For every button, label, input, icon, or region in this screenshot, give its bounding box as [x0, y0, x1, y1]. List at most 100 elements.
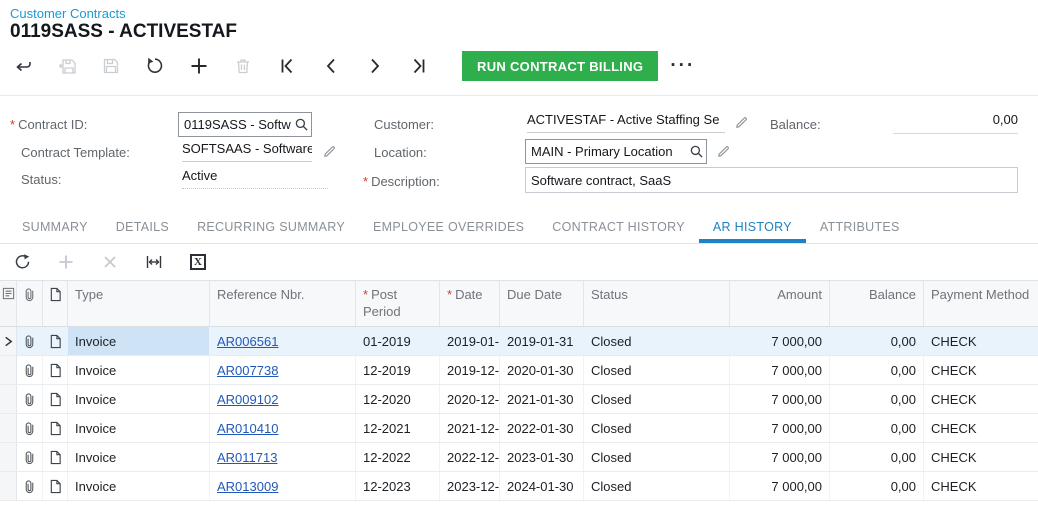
cell-reference[interactable]: AR009102 — [210, 385, 356, 413]
row-document-cell[interactable] — [43, 327, 68, 355]
row-selector-cell[interactable] — [0, 327, 17, 355]
reference-link[interactable]: AR011713 — [217, 449, 278, 465]
breadcrumb[interactable]: Customer Contracts — [10, 6, 126, 21]
cell-date[interactable]: 2019-12- — [440, 356, 500, 384]
cell-type[interactable]: Invoice — [68, 472, 210, 500]
cell-amount[interactable]: 7 000,00 — [730, 472, 830, 500]
location-input[interactable]: MAIN - Primary Location — [525, 139, 707, 164]
grid-add-row-button[interactable] — [52, 248, 80, 276]
cell-status[interactable]: Closed — [584, 385, 730, 413]
tab-ar-history[interactable]: AR HISTORY — [699, 211, 806, 243]
cell-payment-method[interactable]: CHECK — [931, 362, 977, 378]
cell-due-date[interactable]: 2019-01-31 — [500, 327, 584, 355]
cell-payment-method[interactable]: CHECK — [931, 391, 977, 407]
row-document-cell[interactable] — [43, 443, 68, 471]
table-row[interactable]: Invoice AR013009 12-2023 2023-12- 2024-0… — [0, 472, 1038, 501]
cell-balance[interactable]: 0,00 — [830, 385, 924, 413]
reference-link[interactable]: AR007738 — [217, 362, 279, 378]
column-header-reference[interactable]: Reference Nbr. — [210, 281, 356, 326]
cell-status[interactable]: Closed — [584, 356, 730, 384]
cell-reference[interactable]: AR011713 — [210, 443, 356, 471]
cell-due-date[interactable]: 2022-01-30 — [500, 414, 584, 442]
go-next-button[interactable] — [360, 51, 390, 81]
save-and-close-button[interactable] — [52, 51, 82, 81]
reference-link[interactable]: AR010410 — [217, 420, 279, 436]
row-document-cell[interactable] — [43, 385, 68, 413]
location-lookup-button[interactable] — [686, 144, 706, 159]
cell-balance[interactable]: 0,00 — [830, 472, 924, 500]
customer-value[interactable]: ACTIVESTAF - Active Staffing Se — [527, 112, 725, 133]
undo-button[interactable] — [140, 51, 170, 81]
cell-payment-method[interactable]: CHECK — [931, 333, 977, 349]
run-contract-billing-button[interactable]: RUN CONTRACT BILLING — [462, 51, 659, 81]
row-attachment-cell[interactable] — [17, 472, 43, 500]
cell-due-date[interactable]: 2021-01-30 — [500, 385, 584, 413]
reference-link[interactable]: AR006561 — [217, 333, 279, 349]
cell-post-period[interactable]: 12-2023 — [356, 472, 440, 500]
cell-balance[interactable]: 0,00 — [830, 443, 924, 471]
cell-amount[interactable]: 7 000,00 — [730, 443, 830, 471]
cell-status[interactable]: Closed — [584, 443, 730, 471]
cell-status[interactable]: Closed — [584, 472, 730, 500]
go-back-button[interactable] — [8, 51, 38, 81]
cell-balance[interactable]: 0,00 — [830, 414, 924, 442]
cell-post-period[interactable]: 01-2019 — [356, 327, 440, 355]
tab-attributes[interactable]: ATTRIBUTES — [819, 220, 900, 234]
column-header-payment-method[interactable]: Payment Method — [931, 287, 1030, 302]
row-selector-cell[interactable] — [0, 414, 17, 442]
more-actions-button[interactable]: ··· — [670, 55, 696, 76]
cell-due-date[interactable]: 2020-01-30 — [500, 356, 584, 384]
contract-template-edit-button[interactable] — [320, 142, 338, 160]
tab-details[interactable]: DETAILS — [115, 220, 170, 234]
cell-status[interactable]: Closed — [584, 327, 730, 355]
save-button[interactable] — [96, 51, 126, 81]
contract-id-input[interactable]: 0119SASS - Software — [178, 112, 312, 137]
cell-post-period[interactable]: 12-2022 — [356, 443, 440, 471]
cell-type[interactable]: Invoice — [68, 327, 210, 355]
cell-amount[interactable]: 7 000,00 — [730, 327, 830, 355]
delete-button[interactable] — [228, 51, 258, 81]
cell-due-date[interactable]: 2023-01-30 — [500, 443, 584, 471]
tab-contract-history[interactable]: CONTRACT HISTORY — [552, 220, 685, 234]
column-header-status[interactable]: Status — [584, 281, 730, 326]
cell-type[interactable]: Invoice — [68, 356, 210, 384]
row-selector-cell[interactable] — [0, 472, 17, 500]
cell-payment-method[interactable]: CHECK — [931, 478, 977, 494]
column-header-balance[interactable]: Balance — [830, 281, 924, 326]
cell-date[interactable]: 2020-12- — [440, 385, 500, 413]
contract-template-value[interactable]: SOFTSAAS - Software c — [182, 141, 312, 162]
cell-type[interactable]: Invoice — [68, 414, 210, 442]
row-selector-cell[interactable] — [0, 443, 17, 471]
reference-link[interactable]: AR013009 — [217, 478, 279, 494]
tab-recurring-summary[interactable]: RECURRING SUMMARY — [197, 220, 345, 234]
row-selector-cell[interactable] — [0, 356, 17, 384]
go-last-button[interactable] — [404, 51, 434, 81]
cell-payment-method[interactable]: CHECK — [931, 449, 977, 465]
grid-refresh-button[interactable] — [8, 248, 36, 276]
contract-id-lookup-button[interactable] — [291, 117, 311, 132]
table-row[interactable]: Invoice AR006561 01-2019 2019-01- 2019-0… — [0, 327, 1038, 356]
column-header-type[interactable]: Type — [68, 281, 210, 326]
row-attachment-cell[interactable] — [17, 327, 43, 355]
cell-post-period[interactable]: 12-2020 — [356, 385, 440, 413]
cell-type[interactable]: Invoice — [68, 385, 210, 413]
table-row[interactable]: Invoice AR010410 12-2021 2021-12- 2022-0… — [0, 414, 1038, 443]
table-row[interactable]: Invoice AR007738 12-2019 2019-12- 2020-0… — [0, 356, 1038, 385]
row-document-cell[interactable] — [43, 414, 68, 442]
export-excel-button[interactable]: X — [184, 248, 212, 276]
row-attachment-cell[interactable] — [17, 356, 43, 384]
cell-status[interactable]: Closed — [584, 414, 730, 442]
reference-link[interactable]: AR009102 — [217, 391, 279, 407]
row-attachment-cell[interactable] — [17, 385, 43, 413]
cell-reference[interactable]: AR007738 — [210, 356, 356, 384]
cell-reference[interactable]: AR010410 — [210, 414, 356, 442]
table-row[interactable]: Invoice AR009102 12-2020 2020-12- 2021-0… — [0, 385, 1038, 414]
cell-amount[interactable]: 7 000,00 — [730, 385, 830, 413]
column-header-date[interactable]: * Date — [440, 281, 500, 326]
cell-type[interactable]: Invoice — [68, 443, 210, 471]
location-edit-button[interactable] — [714, 142, 732, 160]
cell-date[interactable]: 2023-12- — [440, 472, 500, 500]
cell-amount[interactable]: 7 000,00 — [730, 414, 830, 442]
row-selector-cell[interactable] — [0, 385, 17, 413]
row-document-cell[interactable] — [43, 472, 68, 500]
